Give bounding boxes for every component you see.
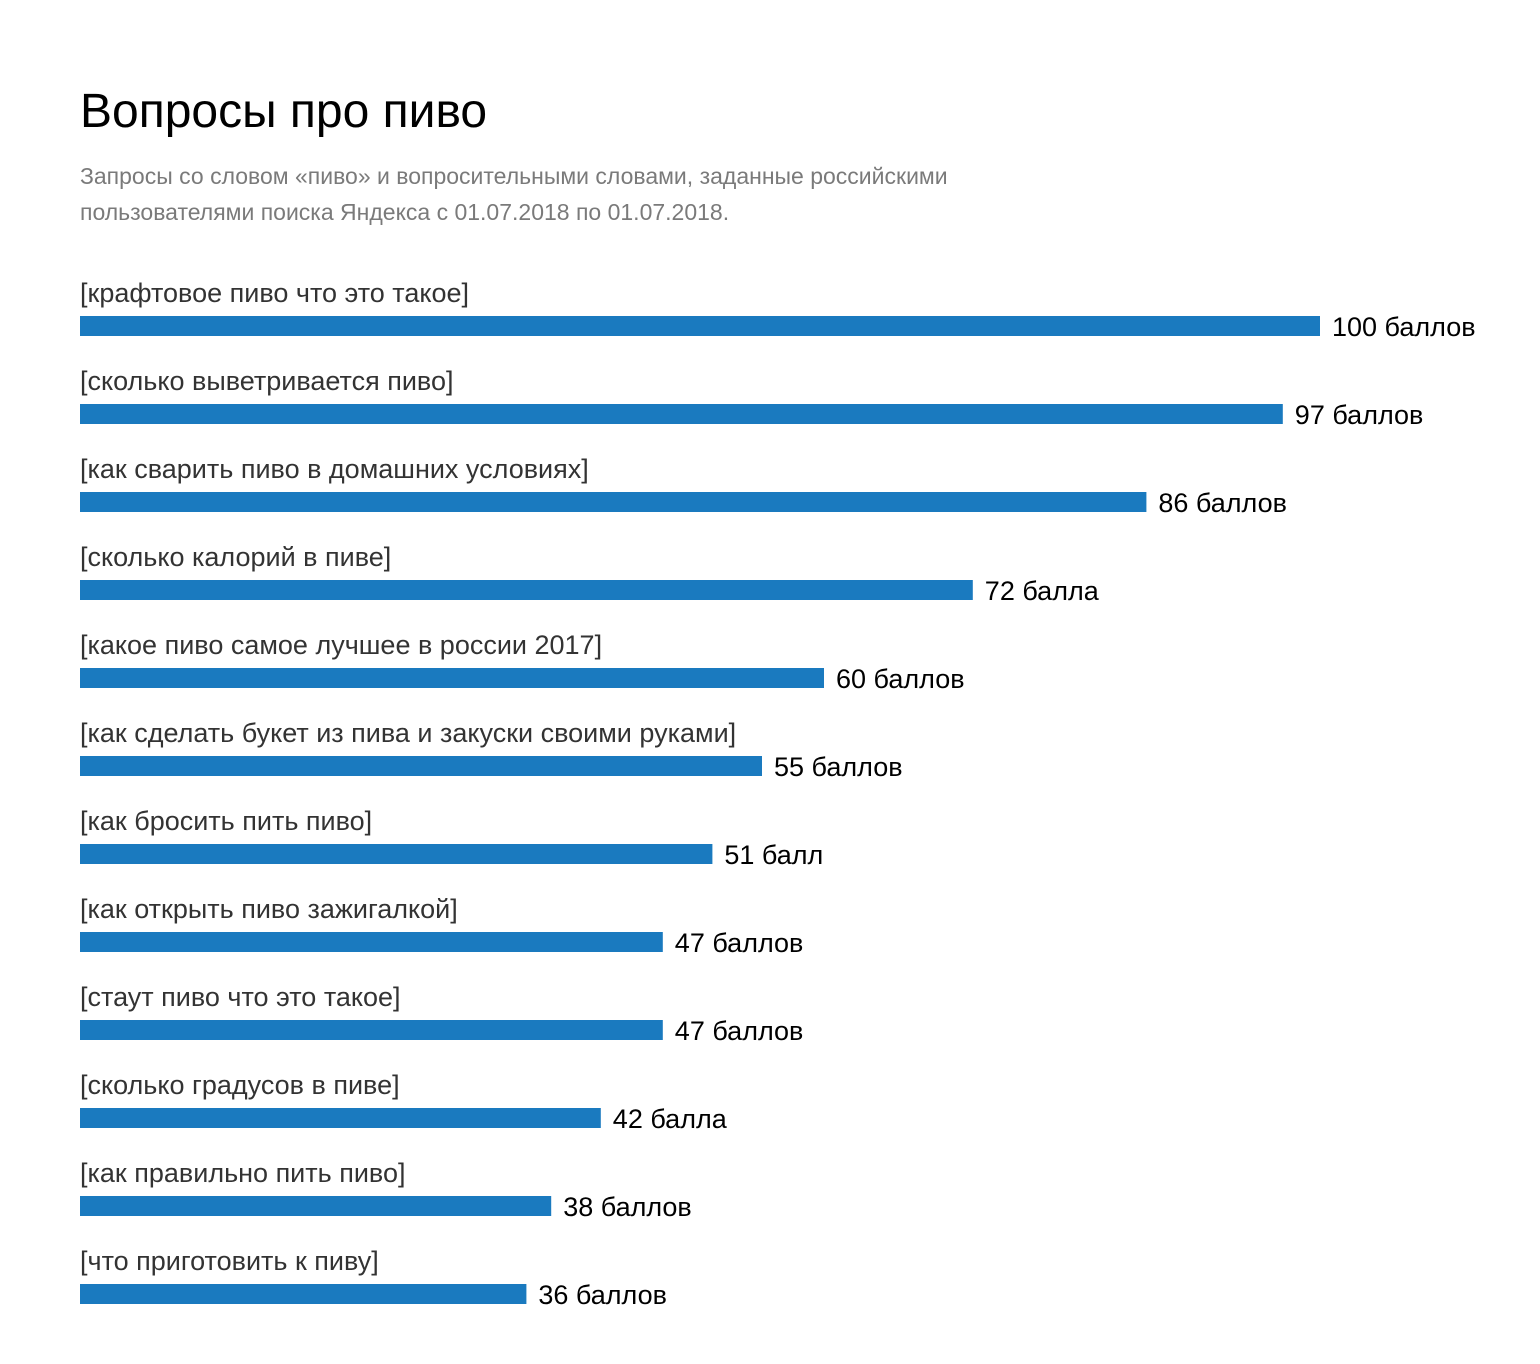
chart-title: Вопросы про пиво [80, 85, 488, 138]
bar [80, 1020, 663, 1040]
bar [80, 756, 762, 776]
category-label: [как открыть пиво зажигалкой] [80, 894, 458, 924]
category-label: [стаут пиво что это такое] [80, 982, 401, 1012]
value-label: 51 балл [724, 840, 823, 870]
category-label: [сколько градусов в пиве] [80, 1070, 400, 1100]
category-label: [сколько выветривается пиво] [80, 366, 454, 396]
value-label: 100 баллов [1332, 312, 1476, 342]
category-label: [что приготовить к пиву] [80, 1246, 379, 1276]
category-label: [как сделать букет из пива и закуски сво… [80, 718, 736, 748]
value-label: 36 баллов [538, 1280, 667, 1310]
bar [80, 1284, 527, 1304]
value-label: 97 баллов [1295, 400, 1424, 430]
value-label: 60 баллов [836, 664, 965, 694]
value-label: 47 баллов [675, 1016, 804, 1046]
bar [80, 1196, 552, 1216]
chart-subtitle-line-1: Запросы со словом «пиво» и вопросительны… [80, 163, 948, 189]
category-label: [как сварить пиво в домашних условиях] [80, 454, 589, 484]
category-label: [сколько калорий в пиве] [80, 542, 391, 572]
bar [80, 668, 824, 688]
value-label: 72 балла [985, 576, 1100, 606]
category-label: [крафтовое пиво что это такое] [80, 278, 469, 308]
category-label: [какое пиво самое лучшее в россии 2017] [80, 630, 602, 660]
value-label: 38 баллов [563, 1192, 692, 1222]
value-label: 42 балла [613, 1104, 728, 1134]
bar [80, 1108, 601, 1128]
value-label: 86 баллов [1158, 488, 1287, 518]
bar [80, 316, 1320, 336]
bar [80, 492, 1147, 512]
category-label: [как бросить пить пиво] [80, 806, 372, 836]
bar [80, 404, 1283, 424]
bar [80, 932, 663, 952]
bar [80, 844, 713, 864]
value-label: 55 баллов [774, 752, 903, 782]
chart-subtitle-line-2: пользователями поиска Яндекса с 01.07.20… [80, 199, 730, 225]
chart-subtitle: Запросы со словом «пиво» и вопросительны… [80, 158, 1040, 230]
category-label: [как правильно пить пиво] [80, 1158, 405, 1188]
bar [80, 580, 973, 600]
value-label: 47 баллов [675, 928, 804, 958]
